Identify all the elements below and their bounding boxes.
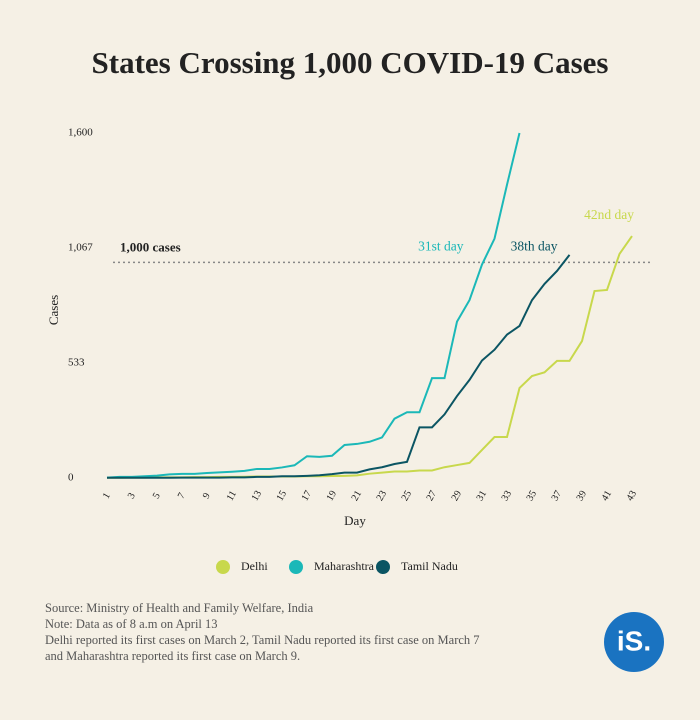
legend-label: Tamil Nadu [401,559,458,573]
x-tick-label: 35 [525,489,540,503]
y-tick-label: 0 [68,472,74,484]
series-line [107,254,571,479]
legend-label: Maharashtra [314,559,375,573]
x-tick-label: 13 [250,489,265,503]
x-tick-label: 9 [201,491,213,501]
reference-label: 1,000 cases [120,239,181,254]
legend-marker [376,560,390,574]
note: Source: Ministry of Health and Family We… [45,601,314,615]
x-tick-label: 11 [225,489,239,503]
x-tick-label: 39 [575,489,590,503]
y-axis-label: Cases [46,295,61,325]
x-tick-label: 43 [625,489,640,503]
y-tick-label: 1,067 [68,241,93,253]
note: Note: Data as of 8 a.m on April 13 [45,617,218,631]
x-tick-label: 41 [600,489,615,503]
x-tick-label: 3 [126,491,138,501]
x-tick-label: 21 [350,489,365,503]
logo: iS. [617,625,651,656]
x-tick-label: 37 [550,489,565,503]
legend-label: Delhi [241,559,268,573]
series-line [106,132,521,479]
logo-circle [604,612,664,672]
x-tick-label: 33 [500,489,515,503]
x-axis-label: Day [344,513,366,528]
x-tick-label: 27 [425,489,440,503]
x-tick-label: 25 [400,489,415,503]
legend-marker [216,560,230,574]
x-tick-label: 31 [475,489,490,503]
annotation: 42nd day [584,207,634,222]
x-tick-label: 7 [176,491,188,501]
x-tick-label: 1 [101,491,113,501]
note: Delhi reported its first cases on March … [45,633,480,647]
chart-title: States Crossing 1,000 COVID-19 Cases [92,45,609,80]
legend-marker [289,560,303,574]
y-tick-label: 1,600 [68,127,93,139]
annotation: 38th day [511,238,558,253]
y-tick-label: 533 [68,357,85,369]
x-tick-label: 19 [325,489,340,503]
x-tick-label: 23 [375,489,390,503]
x-tick-label: 15 [275,489,290,503]
annotation: 31st day [418,238,464,253]
x-tick-label: 29 [450,489,465,503]
note: and Maharashtra reported its first case … [45,649,300,663]
x-tick-label: 17 [300,489,315,503]
x-tick-label: 5 [151,491,163,501]
